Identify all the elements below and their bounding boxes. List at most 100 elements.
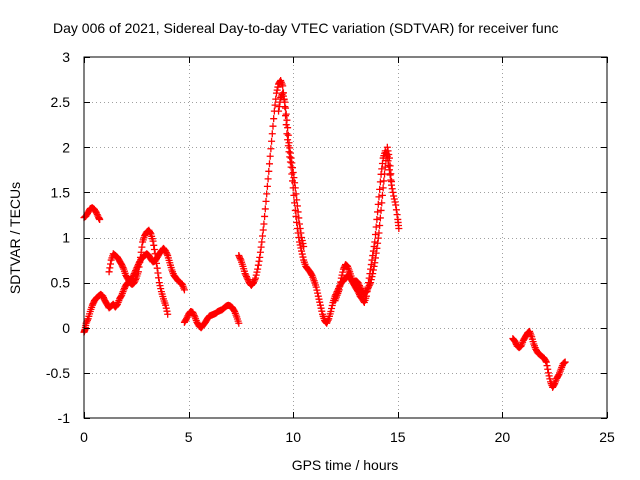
data-point [279, 92, 287, 100]
data-point [298, 234, 306, 241]
data-point [267, 145, 275, 153]
data-point [93, 211, 101, 219]
data-point [251, 276, 259, 284]
data-point [369, 270, 377, 278]
data-point [367, 279, 375, 287]
data-point [546, 375, 554, 383]
data-point [296, 224, 304, 232]
y-tick-label: 1 [62, 230, 70, 246]
data-point [365, 283, 373, 291]
data-point [339, 268, 347, 276]
data-point [255, 257, 263, 265]
data-point [373, 244, 381, 252]
grid-layer [84, 57, 607, 418]
data-point [265, 160, 273, 168]
data-point [312, 283, 320, 291]
data-point [131, 277, 139, 285]
data-point [118, 261, 126, 269]
data-point [348, 274, 356, 282]
data-point [134, 262, 142, 270]
data-point [542, 357, 550, 365]
data-point [388, 185, 396, 193]
y-tick-label: -0.5 [46, 365, 70, 381]
data-point [250, 277, 258, 285]
data-point [149, 237, 157, 245]
data-point [286, 153, 294, 161]
data-point [268, 130, 276, 138]
data-point [378, 191, 386, 199]
data-point [135, 263, 143, 271]
y-tick-label: -1 [58, 410, 71, 426]
data-point [282, 110, 290, 118]
data-point [385, 166, 393, 174]
data-point [367, 276, 375, 284]
data-point [273, 86, 281, 94]
data-point [374, 208, 382, 216]
data-point [298, 237, 306, 245]
data-point [89, 300, 97, 308]
data-point [162, 304, 170, 312]
data-markers [80, 76, 569, 391]
data-point [280, 95, 288, 103]
data-point [153, 259, 161, 267]
data-point [316, 298, 324, 306]
data-point [357, 285, 365, 293]
x-tick-label: 15 [390, 429, 406, 445]
data-point [132, 276, 140, 284]
data-point [263, 182, 271, 190]
data-point [235, 252, 243, 260]
data-point [282, 104, 290, 112]
data-point [156, 282, 164, 290]
data-point [150, 246, 158, 254]
data-point [298, 247, 306, 255]
data-point [288, 159, 296, 167]
data-point [106, 260, 114, 268]
data-point [385, 150, 393, 158]
data-point [300, 243, 308, 251]
data-point [119, 264, 127, 272]
data-point [554, 372, 562, 380]
data-point [284, 124, 292, 132]
data-point [381, 170, 389, 178]
data-point [180, 286, 188, 294]
data-point [230, 306, 238, 314]
data-point [136, 258, 144, 266]
data-point [242, 273, 250, 281]
data-point [307, 270, 315, 278]
data-point [378, 199, 386, 207]
x-axis-label: GPS time / hours [292, 457, 399, 473]
data-point [279, 89, 287, 97]
data-point [130, 279, 138, 287]
data-point [323, 318, 331, 326]
data-point [283, 130, 291, 138]
data-point [150, 241, 158, 249]
data-point [249, 279, 257, 287]
data-point [392, 201, 400, 209]
data-point [272, 89, 280, 97]
data-point [339, 265, 347, 273]
data-point [381, 163, 389, 171]
data-point [337, 274, 345, 282]
data-point [236, 253, 244, 261]
data-point [364, 285, 372, 293]
data-point [386, 171, 394, 179]
y-tick-label: 2.5 [51, 94, 71, 110]
data-point [146, 229, 154, 237]
y-axis-label: SDTVAR / TECUs [7, 182, 23, 294]
data-point [93, 209, 101, 217]
data-point [550, 381, 558, 389]
data-point [291, 179, 299, 187]
data-point [366, 280, 374, 288]
data-point [105, 268, 113, 276]
data-point [117, 292, 125, 300]
data-point [375, 193, 383, 201]
data-point [368, 273, 376, 281]
data-point [371, 259, 379, 267]
data-point [336, 282, 344, 290]
data-point [299, 240, 307, 248]
data-point [356, 283, 364, 291]
data-point [362, 288, 370, 296]
data-point [388, 178, 396, 186]
data-point [235, 319, 243, 327]
data-point [252, 274, 260, 282]
